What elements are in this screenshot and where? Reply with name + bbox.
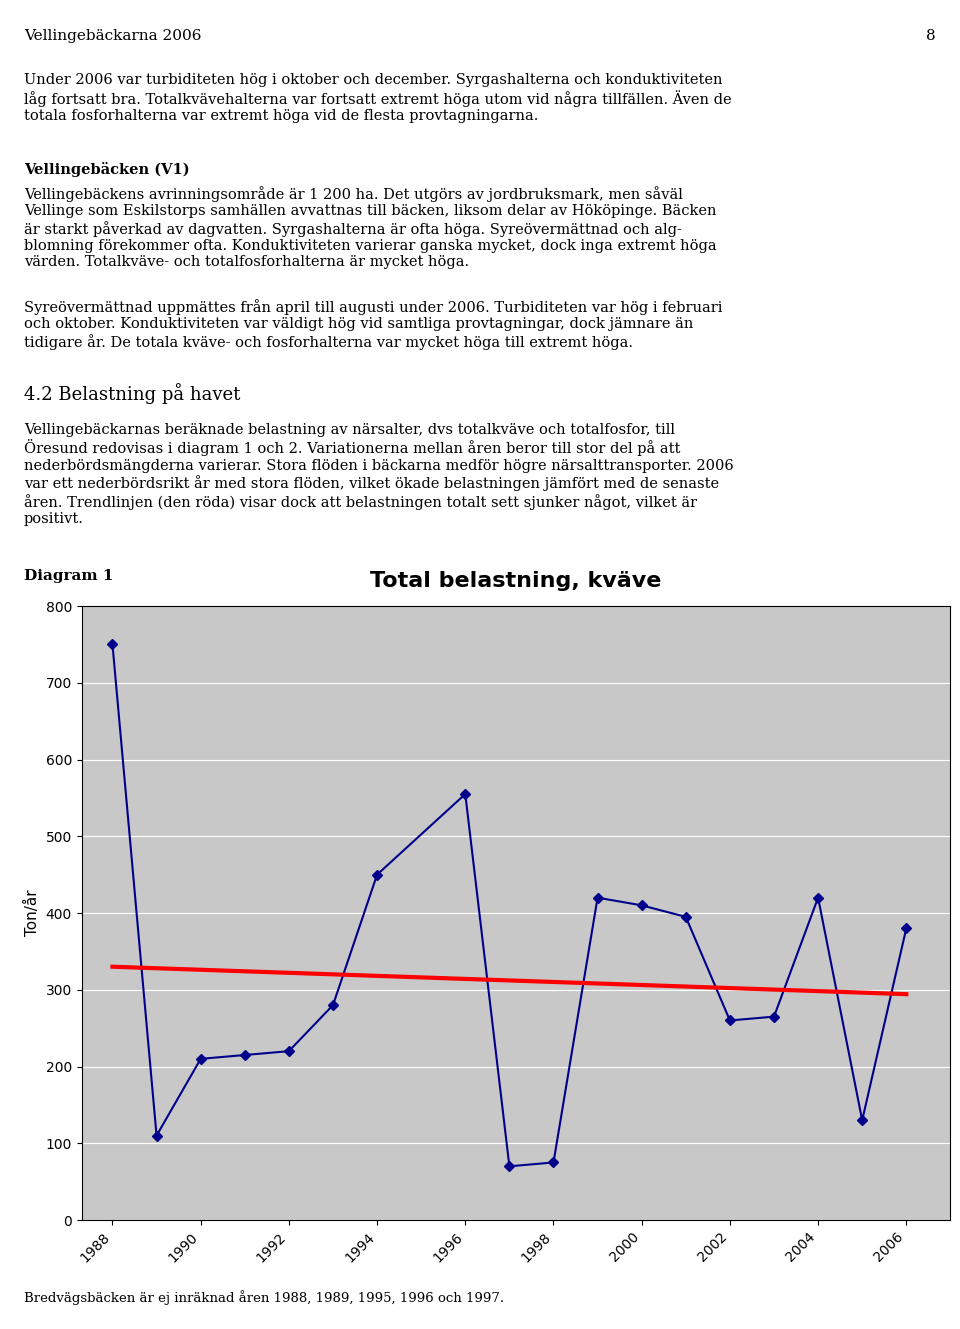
Text: Bredvägsbäcken är ej inräknad åren 1988, 1989, 1995, 1996 och 1997.: Bredvägsbäcken är ej inräknad åren 1988,… — [24, 1290, 504, 1305]
Text: Vellingebäckarna 2006: Vellingebäckarna 2006 — [24, 29, 202, 44]
Text: Syreövermättnad uppmättes från april till augusti under 2006. Turbiditeten var h: Syreövermättnad uppmättes från april til… — [24, 299, 723, 350]
Y-axis label: Ton/år: Ton/år — [25, 889, 40, 937]
Title: Total belastning, kväve: Total belastning, kväve — [371, 570, 661, 590]
Text: Diagram 1: Diagram 1 — [24, 569, 113, 583]
Text: Vellingebäckarnas beräknade belastning av närsalter, dvs totalkväve och totalfos: Vellingebäckarnas beräknade belastning a… — [24, 423, 733, 526]
Text: 8: 8 — [926, 29, 936, 44]
Text: 4.2 Belastning på havet: 4.2 Belastning på havet — [24, 383, 240, 404]
Text: Vellingebäcken (V1): Vellingebäcken (V1) — [24, 162, 190, 177]
Text: Under 2006 var turbiditeten hög i oktober och december. Syrgashalterna och kondu: Under 2006 var turbiditeten hög i oktobe… — [24, 73, 732, 122]
Text: Vellingebäckens avrinningsområde är 1 200 ha. Det utgörs av jordbruksmark, men s: Vellingebäckens avrinningsområde är 1 20… — [24, 186, 716, 268]
